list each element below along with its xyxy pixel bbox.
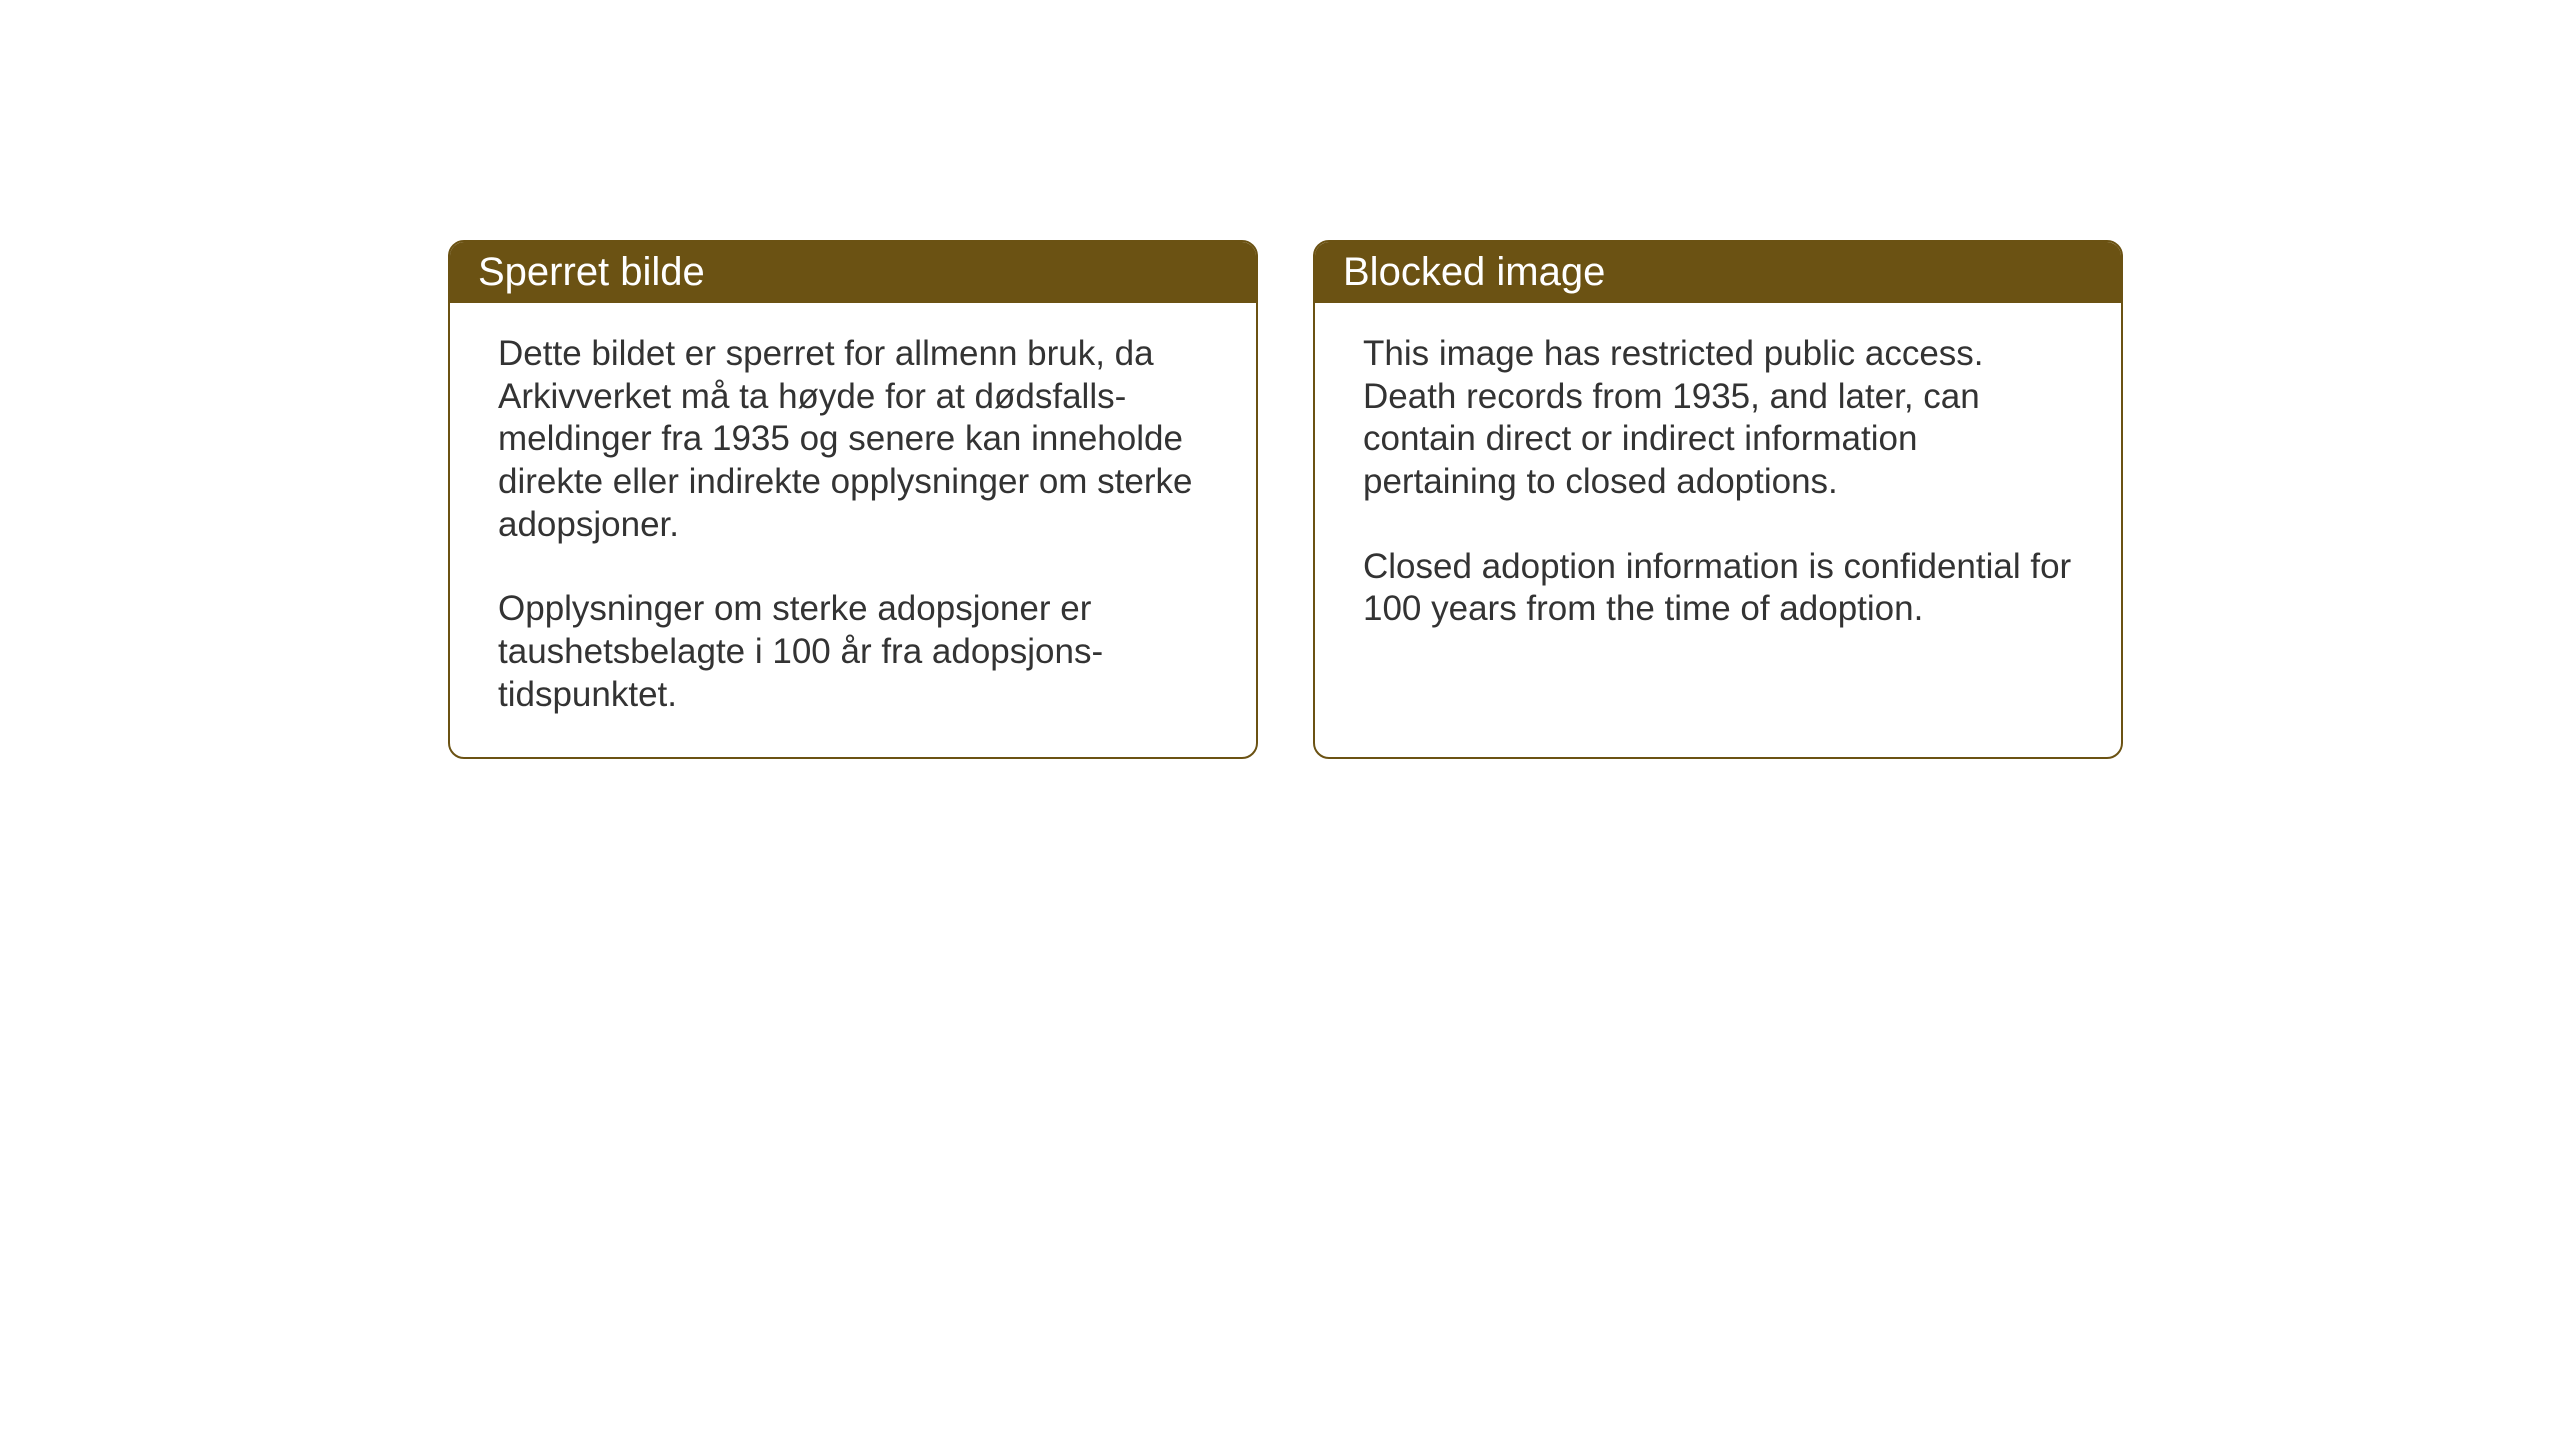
- card-paragraph-2-english: Closed adoption information is confident…: [1363, 546, 2073, 631]
- notice-container: Sperret bilde Dette bildet er sperret fo…: [448, 240, 2123, 759]
- card-body-norwegian: Dette bildet er sperret for allmenn bruk…: [450, 303, 1256, 757]
- notice-card-norwegian: Sperret bilde Dette bildet er sperret fo…: [448, 240, 1258, 759]
- card-title-norwegian: Sperret bilde: [478, 250, 705, 294]
- card-paragraph-2-norwegian: Opplysninger om sterke adopsjoner er tau…: [498, 588, 1208, 716]
- card-paragraph-1-norwegian: Dette bildet er sperret for allmenn bruk…: [498, 333, 1208, 546]
- card-body-english: This image has restricted public access.…: [1315, 303, 2121, 671]
- card-title-english: Blocked image: [1343, 250, 1605, 294]
- card-paragraph-1-english: This image has restricted public access.…: [1363, 333, 2073, 504]
- notice-card-english: Blocked image This image has restricted …: [1313, 240, 2123, 759]
- card-header-english: Blocked image: [1315, 242, 2121, 303]
- card-header-norwegian: Sperret bilde: [450, 242, 1256, 303]
